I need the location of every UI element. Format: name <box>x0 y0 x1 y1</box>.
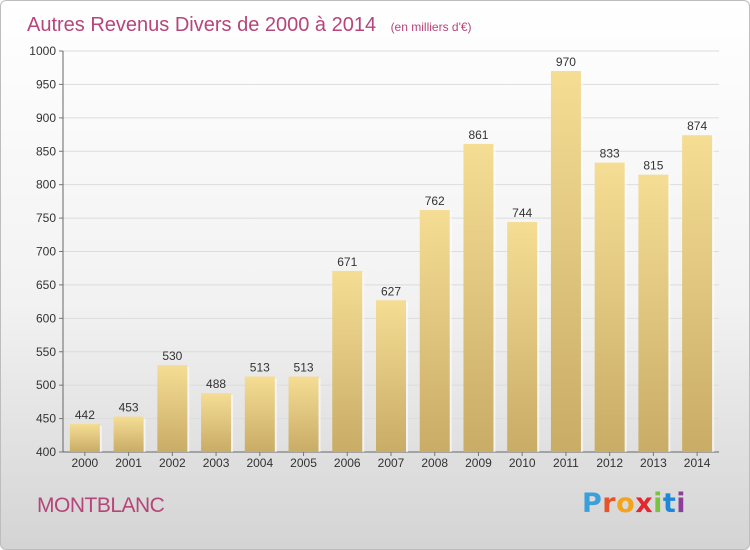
value-label-2008: 762 <box>425 194 445 208</box>
value-labels: 442 453 530 488 513 513 671 627 762 861 744 970 833 8… <box>75 55 708 422</box>
y-tick-label: 750 <box>36 211 56 225</box>
y-tick-label: 400 <box>36 445 56 459</box>
value-label-2014: 874 <box>687 119 707 133</box>
bar-2003 <box>201 393 232 452</box>
x-tick-label-2009: 2009 <box>465 456 492 470</box>
value-label-2011: 970 <box>556 55 576 69</box>
bar-2006 <box>332 270 363 452</box>
value-label-2009: 861 <box>468 128 488 142</box>
x-tick-label-2010: 2010 <box>509 456 536 470</box>
bar-2014 <box>682 135 713 452</box>
y-tick-label: 450 <box>36 412 56 426</box>
y-tick-label: 1000 <box>29 44 56 58</box>
commune-name: MONTBLANC <box>37 494 165 517</box>
bar-2011 <box>550 71 581 453</box>
x-tick-label-2000: 2000 <box>72 456 99 470</box>
y-tick-label: 700 <box>36 245 56 259</box>
logo-letter: r <box>602 488 617 519</box>
value-label-2001: 453 <box>119 401 139 415</box>
logo-letter: x <box>635 488 654 519</box>
bars <box>69 71 715 453</box>
bar-2007 <box>376 300 406 452</box>
bar-2008 <box>419 210 450 452</box>
bar-2005 <box>288 376 319 452</box>
logo-letter: o <box>616 488 636 519</box>
value-label-2007: 627 <box>381 284 401 298</box>
y-tick-label: 850 <box>36 144 56 158</box>
bar-2013 <box>638 174 669 452</box>
bar-2009 <box>463 143 494 453</box>
x-tick-label-2006: 2006 <box>334 456 361 470</box>
value-label-2013: 815 <box>643 159 663 173</box>
y-tick-label: 800 <box>36 178 56 192</box>
logo-letter: t <box>662 488 677 519</box>
y-tick-label: 950 <box>36 77 56 91</box>
proxiti-logo: Proxiti <box>582 488 686 519</box>
value-label-2010: 744 <box>512 206 532 220</box>
x-tick-label-2014: 2014 <box>684 456 711 470</box>
bar-2004 <box>244 376 275 452</box>
x-tick-label-2002: 2002 <box>159 456 186 470</box>
logo-letter: P <box>582 488 603 519</box>
x-tick-label-2001: 2001 <box>115 456 142 470</box>
y-tick-label: 650 <box>36 278 56 292</box>
bar-2002 <box>157 365 188 452</box>
x-tick-label-2011: 2011 <box>553 456 579 470</box>
value-label-2002: 530 <box>162 349 182 363</box>
bar-2012 <box>594 162 625 452</box>
y-tick-label: 550 <box>36 345 56 359</box>
chart-title-main: Autres Revenus Divers de 2000 à 2014 <box>27 14 376 36</box>
value-label-2006: 671 <box>337 255 357 269</box>
x-tick-label-2004: 2004 <box>246 456 273 470</box>
x-tick-label-2013: 2013 <box>640 456 667 470</box>
value-label-2000: 442 <box>75 408 95 422</box>
value-label-2012: 833 <box>600 147 620 161</box>
value-label-2004: 513 <box>250 360 270 374</box>
y-tick-labels: 400 450 500 550 600 650 700 750 800 850 900 950 1000 <box>29 44 56 459</box>
x-tick-label-2007: 2007 <box>378 456 405 470</box>
x-tick-label-2003: 2003 <box>203 456 230 470</box>
value-label-2005: 513 <box>294 360 314 374</box>
x-tick-labels: 2000 2001 2002 2003 2004 2005 2006 2007 2008 2009… <box>72 452 711 470</box>
x-tick-label-2005: 2005 <box>290 456 317 470</box>
x-tick-label-2012: 2012 <box>596 456 623 470</box>
logo-letter: i <box>653 488 663 519</box>
chart-title-unit: (en milliers d'€) <box>391 20 472 34</box>
bar-2000 <box>69 423 100 452</box>
bar-2001 <box>113 416 144 452</box>
y-tick-label: 900 <box>36 111 56 125</box>
y-tick-label: 500 <box>36 378 56 392</box>
y-tick-label: 600 <box>36 311 56 325</box>
chart-title: Autres Revenus Divers de 2000 à 2014 (en… <box>27 14 472 36</box>
bar-2010 <box>507 222 538 452</box>
value-label-2003: 488 <box>206 377 226 391</box>
x-tick-label-2008: 2008 <box>421 456 448 470</box>
logo-letter: i <box>676 488 687 519</box>
